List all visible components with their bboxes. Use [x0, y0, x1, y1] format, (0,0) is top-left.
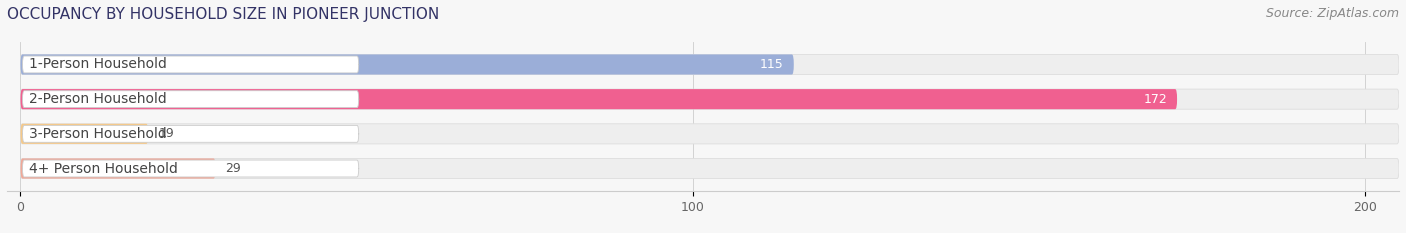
FancyBboxPatch shape: [21, 55, 794, 75]
Text: OCCUPANCY BY HOUSEHOLD SIZE IN PIONEER JUNCTION: OCCUPANCY BY HOUSEHOLD SIZE IN PIONEER J…: [7, 7, 439, 22]
Text: 2-Person Household: 2-Person Household: [28, 92, 166, 106]
FancyBboxPatch shape: [21, 55, 1399, 75]
Text: 29: 29: [225, 162, 242, 175]
FancyBboxPatch shape: [21, 89, 1177, 109]
Text: 4+ Person Household: 4+ Person Household: [28, 161, 177, 175]
Text: Source: ZipAtlas.com: Source: ZipAtlas.com: [1265, 7, 1399, 20]
Text: 115: 115: [759, 58, 783, 71]
FancyBboxPatch shape: [22, 56, 359, 73]
Text: 3-Person Household: 3-Person Household: [28, 127, 166, 141]
FancyBboxPatch shape: [21, 89, 1399, 109]
FancyBboxPatch shape: [21, 158, 215, 178]
FancyBboxPatch shape: [22, 91, 359, 108]
FancyBboxPatch shape: [22, 125, 359, 142]
Text: 1-Person Household: 1-Person Household: [28, 58, 166, 72]
FancyBboxPatch shape: [22, 160, 359, 177]
Text: 172: 172: [1143, 93, 1167, 106]
FancyBboxPatch shape: [21, 124, 1399, 144]
Text: 19: 19: [159, 127, 174, 140]
FancyBboxPatch shape: [21, 158, 1399, 178]
FancyBboxPatch shape: [21, 124, 148, 144]
